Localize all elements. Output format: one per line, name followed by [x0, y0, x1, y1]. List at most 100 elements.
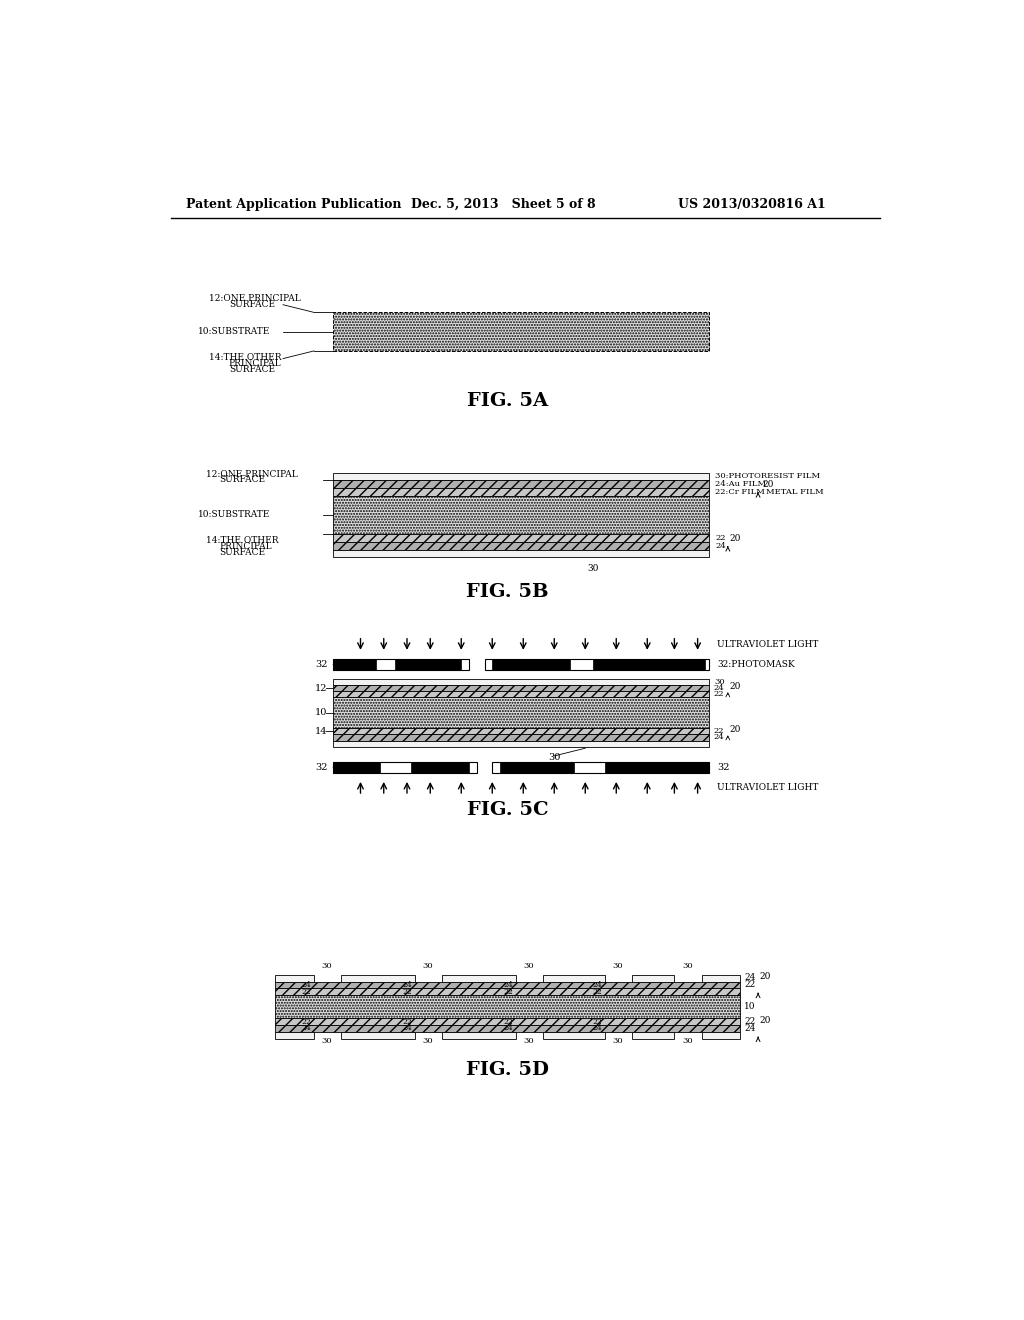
Bar — [701, 1032, 740, 1039]
Bar — [334, 549, 710, 557]
Text: ULTRAVIOLET LIGHT: ULTRAVIOLET LIGHT — [717, 783, 818, 792]
Bar — [334, 762, 477, 774]
Text: 10:SUBSTRATE: 10:SUBSTRATE — [198, 511, 270, 519]
Bar — [334, 313, 710, 351]
Text: 24: 24 — [593, 1024, 602, 1032]
Text: 30: 30 — [612, 962, 624, 970]
Text: 30: 30 — [714, 678, 725, 686]
Text: Dec. 5, 2013   Sheet 5 of 8: Dec. 5, 2013 Sheet 5 of 8 — [411, 198, 596, 211]
Text: SURFACE: SURFACE — [228, 366, 274, 374]
Text: 12: 12 — [314, 684, 328, 693]
Bar — [604, 762, 710, 774]
Text: 30: 30 — [423, 1038, 433, 1045]
Text: 22: 22 — [714, 727, 724, 735]
Text: 20: 20 — [729, 725, 740, 734]
Text: PRINCIPAL: PRINCIPAL — [219, 543, 272, 552]
Bar — [334, 535, 710, 543]
Text: 22: 22 — [302, 1018, 311, 1026]
Bar — [334, 685, 710, 692]
Text: 20: 20 — [762, 479, 773, 488]
Text: 30: 30 — [682, 1038, 693, 1045]
Bar — [484, 659, 710, 669]
Bar — [275, 1026, 740, 1032]
Text: 32: 32 — [315, 763, 328, 772]
Text: 22: 22 — [504, 1018, 513, 1026]
Text: 24:Au FILM: 24:Au FILM — [716, 480, 767, 488]
Text: 22:Cr FILM: 22:Cr FILM — [716, 488, 765, 496]
Bar — [442, 974, 515, 982]
Bar — [701, 974, 740, 982]
Bar — [442, 1032, 515, 1039]
Text: 30: 30 — [612, 1038, 624, 1045]
Text: FIG. 5C: FIG. 5C — [467, 801, 549, 818]
Bar — [632, 974, 675, 982]
Text: 22: 22 — [716, 535, 726, 543]
Bar — [341, 1032, 415, 1039]
Text: Patent Application Publication: Patent Application Publication — [186, 198, 401, 211]
Bar — [334, 692, 710, 697]
Text: 24: 24 — [744, 973, 756, 982]
Text: 20: 20 — [729, 682, 740, 692]
Text: 22: 22 — [744, 1018, 756, 1026]
Bar — [275, 982, 740, 989]
Text: 22: 22 — [593, 1018, 602, 1026]
Bar — [543, 974, 604, 982]
Bar — [334, 729, 710, 734]
Text: SURFACE: SURFACE — [228, 301, 274, 309]
Text: 12:ONE PRINCIPAL: 12:ONE PRINCIPAL — [209, 294, 301, 304]
Text: 24: 24 — [714, 734, 725, 742]
Text: 14: 14 — [314, 727, 328, 735]
Text: 24: 24 — [716, 541, 726, 549]
Text: 30:PHOTORESIST FILM: 30:PHOTORESIST FILM — [716, 473, 820, 480]
Bar — [334, 473, 710, 480]
Bar — [493, 659, 569, 669]
Bar — [334, 496, 710, 535]
Bar — [275, 974, 314, 982]
Text: 12:ONE PRINCIPAL: 12:ONE PRINCIPAL — [206, 470, 297, 479]
Text: 32:PHOTOMASK: 32:PHOTOMASK — [717, 660, 795, 669]
Text: 30: 30 — [523, 962, 534, 970]
Bar — [334, 659, 376, 669]
Bar — [334, 543, 710, 549]
Bar — [334, 678, 710, 685]
Text: FIG. 5A: FIG. 5A — [467, 392, 548, 411]
Bar — [411, 762, 469, 774]
Bar — [632, 1032, 675, 1039]
Text: 30: 30 — [682, 962, 693, 970]
Bar — [395, 659, 461, 669]
Bar — [341, 974, 415, 982]
Text: US 2013/0320816 A1: US 2013/0320816 A1 — [678, 198, 826, 211]
Text: FIG. 5D: FIG. 5D — [466, 1061, 549, 1078]
Text: 22: 22 — [402, 987, 413, 995]
Text: 14:THE OTHER: 14:THE OTHER — [209, 352, 282, 362]
Text: 10:SUBSTRATE: 10:SUBSTRATE — [198, 327, 270, 337]
Text: 24: 24 — [504, 1024, 513, 1032]
Bar — [334, 741, 710, 747]
Text: 10: 10 — [314, 709, 328, 717]
Bar — [334, 480, 710, 488]
Text: 30: 30 — [588, 564, 599, 573]
Text: 20: 20 — [729, 533, 740, 543]
Text: 20: 20 — [760, 1015, 771, 1024]
Text: 24: 24 — [302, 1024, 311, 1032]
Bar — [275, 1019, 740, 1026]
Text: 22: 22 — [593, 987, 602, 995]
Bar — [334, 697, 710, 729]
Text: 24: 24 — [593, 981, 602, 989]
Text: ULTRAVIOLET LIGHT: ULTRAVIOLET LIGHT — [717, 640, 818, 648]
Text: 30: 30 — [548, 752, 560, 762]
Bar — [593, 659, 706, 669]
Text: FIG. 5B: FIG. 5B — [467, 583, 549, 601]
Text: 32: 32 — [315, 660, 328, 669]
Text: 22: 22 — [714, 690, 724, 698]
Bar — [275, 989, 740, 995]
Bar — [543, 1032, 604, 1039]
Text: 24: 24 — [504, 981, 513, 989]
Text: 24: 24 — [744, 1024, 756, 1034]
Text: 22: 22 — [302, 987, 311, 995]
Text: 30: 30 — [523, 1038, 534, 1045]
Bar — [500, 762, 573, 774]
Text: SURFACE: SURFACE — [219, 475, 265, 484]
Text: 24: 24 — [714, 684, 725, 692]
Text: 24: 24 — [302, 981, 311, 989]
